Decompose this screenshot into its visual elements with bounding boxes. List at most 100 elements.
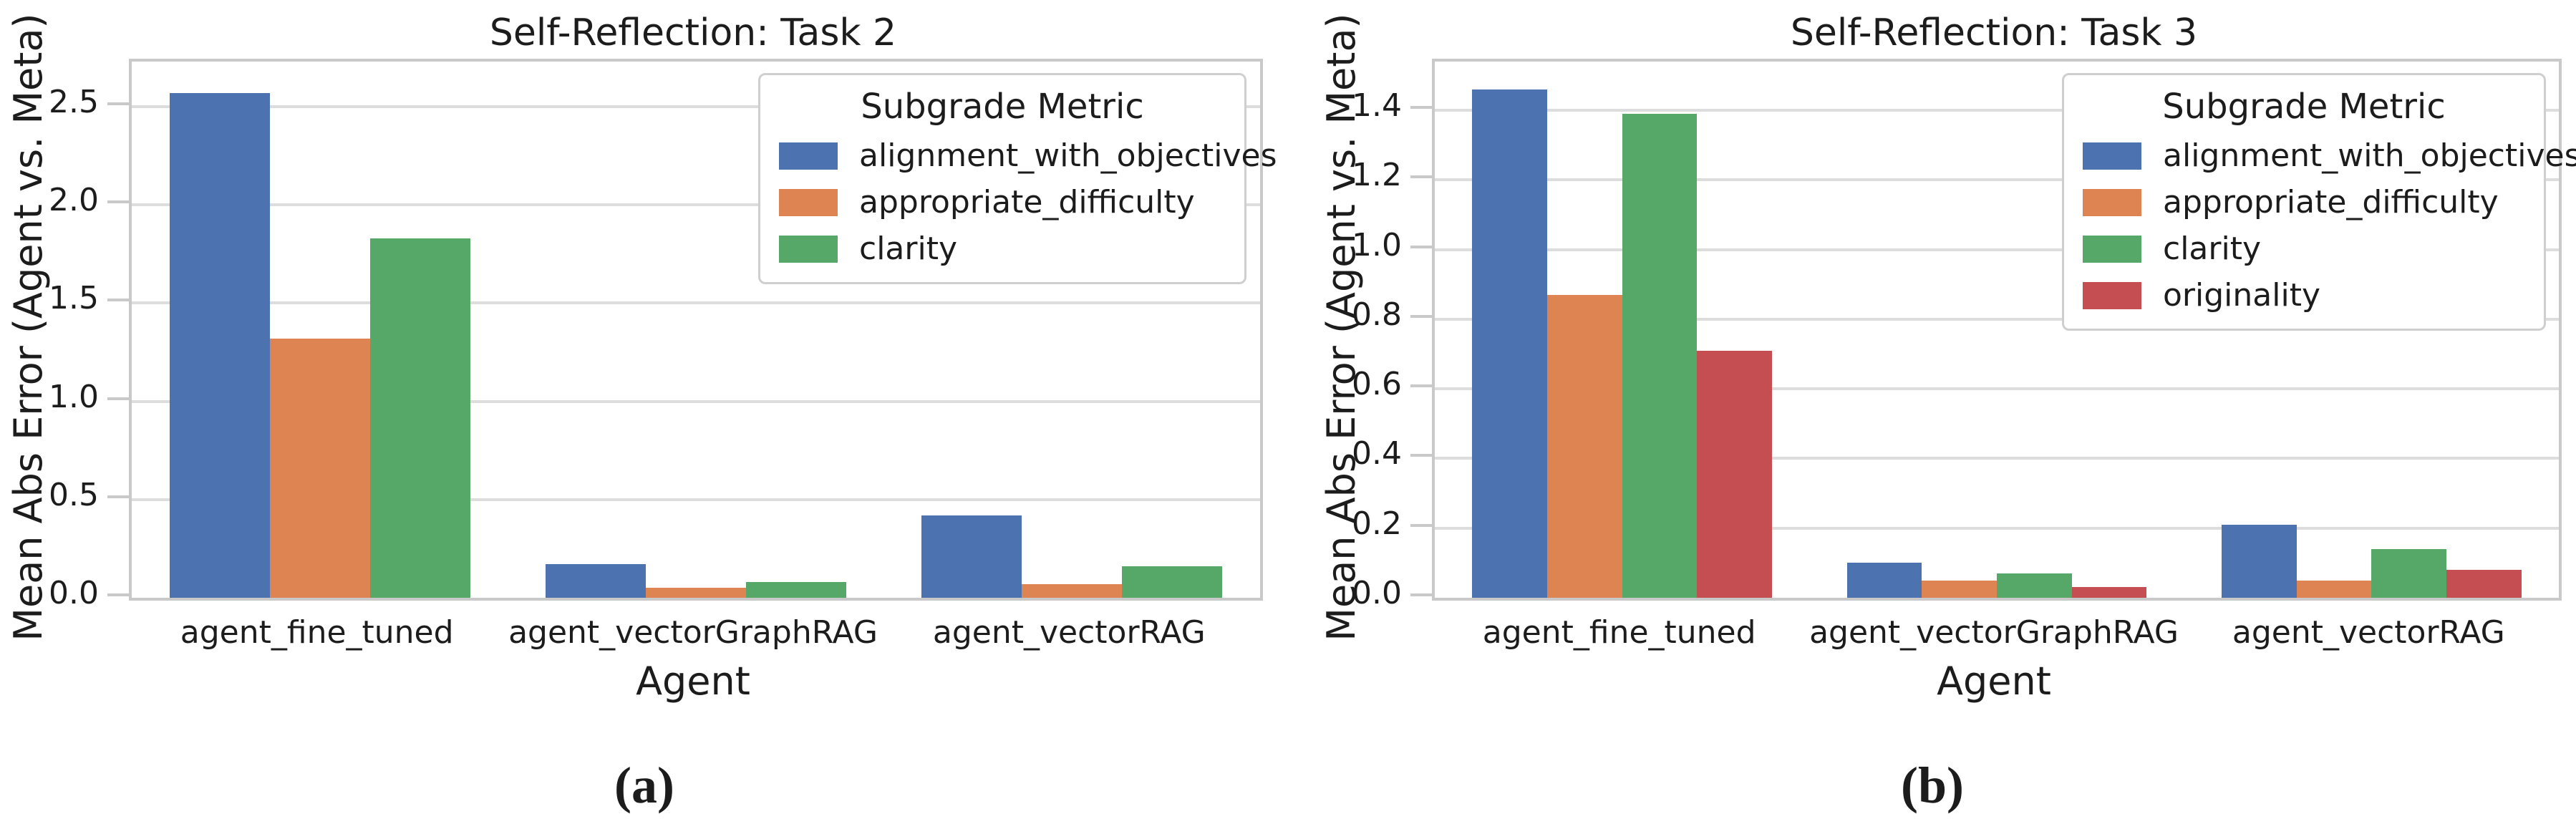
- y-tick-mark: [1410, 106, 1432, 110]
- legend-label: appropriate_difficulty: [859, 184, 1195, 220]
- legend-box: Subgrade Metric alignment_with_objective…: [2062, 73, 2576, 331]
- gridline: [132, 105, 1260, 109]
- gridline: [1435, 457, 2559, 460]
- legend-swatch-alignment_with_objectives: [2083, 142, 2141, 170]
- y-tick-label: 0.5: [49, 476, 99, 513]
- y-tick-mark: [1410, 245, 1432, 248]
- y-tick-label: 0.8: [1352, 296, 1402, 333]
- y-tick-label: 0.0: [1352, 575, 1402, 611]
- gridline: [1435, 387, 2559, 391]
- legend-label: appropriate_difficulty: [2163, 184, 2499, 220]
- y-tick-mark: [107, 593, 129, 596]
- legend-label: alignment_with_objectives: [859, 137, 1277, 174]
- bar-appropriate_difficulty: [1922, 580, 1997, 598]
- bar-appropriate_difficulty: [269, 338, 370, 598]
- gridline: [1435, 526, 2559, 530]
- gridline: [1435, 248, 2559, 251]
- legend-item: alignment_with_objectives: [2078, 132, 2576, 179]
- x-tick-label: agent_vectorGraphRAG: [508, 614, 878, 651]
- legend-item: appropriate_difficulty: [2078, 179, 2529, 226]
- y-tick-mark: [107, 397, 129, 400]
- bar-originality: [2446, 570, 2522, 598]
- x-tick-label: agent_vectorRAG: [2232, 614, 2505, 651]
- y-tick-mark: [1410, 175, 1432, 179]
- gridline: [132, 203, 1260, 207]
- bar-clarity: [2371, 548, 2446, 598]
- gridline: [132, 498, 1260, 501]
- legend-title: Subgrade Metric: [861, 87, 1144, 127]
- legend-swatch-appropriate_difficulty: [2083, 188, 2141, 216]
- legend-swatch-clarity: [2083, 235, 2141, 263]
- bar-alignment_with_objectives: [546, 564, 646, 598]
- legend-item: clarity: [775, 226, 1230, 272]
- y-tick-label: 0.2: [1352, 505, 1402, 542]
- y-tick-label: 0.4: [1352, 435, 1402, 472]
- x-tick-label: agent_vectorRAG: [932, 614, 1206, 651]
- legend-item: appropriate_difficulty: [775, 179, 1230, 226]
- bar-alignment_with_objectives: [921, 515, 1022, 598]
- legend-label: alignment_with_objectives: [2163, 137, 2576, 174]
- bar-appropriate_difficulty: [2296, 580, 2372, 598]
- gridline: [1435, 109, 2559, 112]
- bar-alignment_with_objectives: [2221, 524, 2297, 598]
- y-tick-label: 1.0: [49, 378, 99, 415]
- bar-originality: [1697, 350, 1773, 598]
- bar-clarity: [746, 582, 846, 598]
- legend-item: originality: [2078, 272, 2529, 319]
- bar-clarity: [1997, 573, 2072, 598]
- legend-box: Subgrade Metric alignment_with_objective…: [758, 73, 1277, 284]
- y-tick-label: 1.4: [1352, 87, 1402, 125]
- legend-swatch-appropriate_difficulty: [779, 188, 838, 216]
- bar-alignment_with_objectives: [1472, 89, 1547, 598]
- legend-item: clarity: [2078, 226, 2529, 272]
- bar-alignment_with_objectives: [1846, 563, 1922, 598]
- y-tick-label: 1.2: [1352, 157, 1402, 194]
- bar-appropriate_difficulty: [1022, 583, 1123, 598]
- bar-clarity: [1122, 566, 1223, 598]
- y-tick-mark: [107, 200, 129, 204]
- legend-item: alignment_with_objectives: [775, 132, 1277, 179]
- y-tick-label: 1.0: [1352, 226, 1402, 263]
- x-tick-label: agent_fine_tuned: [1482, 614, 1756, 651]
- y-tick-mark: [1410, 314, 1432, 318]
- gridline: [132, 399, 1260, 403]
- legend-label: clarity: [2163, 231, 2261, 267]
- x-axis-label: Agent: [1937, 659, 2051, 704]
- x-tick-label: agent_fine_tuned: [180, 614, 454, 651]
- y-tick-label: 2.0: [49, 182, 99, 219]
- chart-title: Self-Reflection: Task 2: [489, 11, 897, 54]
- x-axis-label: Agent: [636, 659, 750, 704]
- y-tick-mark: [107, 495, 129, 498]
- bar-clarity: [1622, 114, 1698, 598]
- gridline: [132, 301, 1260, 305]
- y-tick-mark: [1410, 523, 1432, 527]
- y-tick-mark: [107, 102, 129, 106]
- gridline: [1435, 178, 2559, 182]
- x-tick-label: agent_vectorGraphRAG: [1809, 614, 2179, 651]
- chart-title: Self-Reflection: Task 3: [1790, 11, 2198, 54]
- y-tick-label: 0.6: [1352, 366, 1402, 403]
- gridline: [1435, 317, 2559, 321]
- legend-items: alignment_with_objectives appropriate_dif…: [2078, 132, 2576, 319]
- y-tick-mark: [1410, 384, 1432, 388]
- y-tick-label: 2.5: [49, 84, 99, 121]
- bar-alignment_with_objectives: [169, 92, 270, 598]
- subfigure-caption-a: (a): [614, 757, 674, 814]
- legend-title: Subgrade Metric: [2162, 87, 2446, 127]
- legend-swatch-originality: [2083, 281, 2141, 309]
- y-tick-mark: [1410, 593, 1432, 596]
- subfigure-caption-b: (b): [1901, 757, 1964, 814]
- legend-label: clarity: [859, 231, 957, 267]
- bar-appropriate_difficulty: [646, 588, 746, 598]
- y-tick-label: 1.5: [49, 280, 99, 317]
- legend-swatch-alignment_with_objectives: [779, 142, 838, 170]
- bar-appropriate_difficulty: [1547, 294, 1622, 598]
- legend-swatch-clarity: [779, 235, 838, 263]
- bar-originality: [2071, 587, 2147, 598]
- legend-label: originality: [2163, 277, 2320, 314]
- legend-items: alignment_with_objectives appropriate_dif…: [775, 132, 1277, 272]
- bar-clarity: [369, 238, 470, 598]
- y-tick-mark: [107, 299, 129, 302]
- y-tick-label: 0.0: [49, 575, 99, 611]
